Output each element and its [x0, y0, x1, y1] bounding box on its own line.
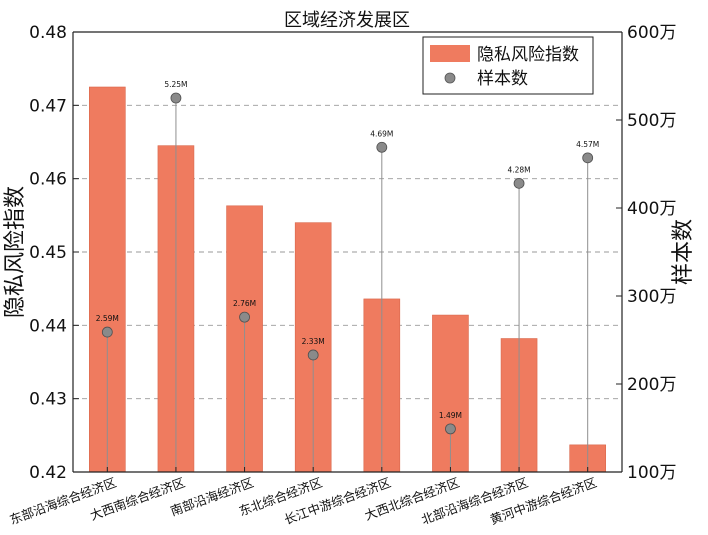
sample-point [376, 141, 388, 153]
sample-data-label: 2.76M [233, 299, 256, 308]
sample-series: 2.59M 5.25M 2.76M 2.33M 4.69M 1.49M 4.28M 4.57M [96, 80, 599, 472]
sample-point [307, 349, 319, 361]
sample-data-label: 4.69M [370, 129, 393, 138]
left-tick-label: 0.42 [29, 463, 67, 483]
gridlines [73, 104, 622, 400]
right-tick-label: 600万 [627, 23, 676, 43]
right-tick-label: 200万 [627, 375, 676, 395]
axes [72, 31, 623, 473]
legend-dot-label: 样本数 [477, 69, 528, 89]
sample-data-label: 2.33M [302, 337, 325, 346]
sample-point [582, 152, 594, 164]
sample-data-label: 4.28M [507, 165, 530, 174]
sample-point [445, 423, 456, 435]
right-tick-label: 400万 [627, 199, 676, 219]
left-tick-label: 0.46 [29, 170, 67, 190]
chart-title: 区域经济发展区 [284, 10, 410, 31]
left-tick-label: 0.43 [29, 390, 67, 410]
legend: 隐私风险指数 样本数 [422, 36, 594, 95]
sample-data-label: 2.59M [96, 314, 119, 323]
sample-point [101, 326, 113, 338]
right-tick-label: 500万 [627, 111, 676, 131]
bar-series [89, 86, 606, 473]
legend-dot-swatch [444, 72, 456, 84]
left-tick-label: 0.47 [29, 96, 67, 116]
left-axis-title: 隐私风险指数 [3, 186, 28, 318]
sample-data-label: 4.57M [576, 140, 599, 149]
sample-data-label: 1.49M [439, 411, 462, 420]
sample-point [513, 177, 525, 189]
left-tick-label: 0.45 [29, 243, 67, 263]
left-tick-label: 0.44 [29, 316, 67, 336]
left-tick-label: 0.48 [29, 23, 67, 43]
right-tick-label: 100万 [627, 463, 676, 483]
sample-data-label: 5.25M [164, 80, 187, 89]
sample-point [239, 311, 250, 323]
right-axis-title: 样本数 [671, 219, 696, 285]
legend-bar-swatch [430, 45, 470, 62]
sample-point [170, 92, 182, 104]
legend-bar-label: 隐私风险指数 [477, 45, 579, 65]
right-tick-label: 300万 [627, 287, 676, 307]
